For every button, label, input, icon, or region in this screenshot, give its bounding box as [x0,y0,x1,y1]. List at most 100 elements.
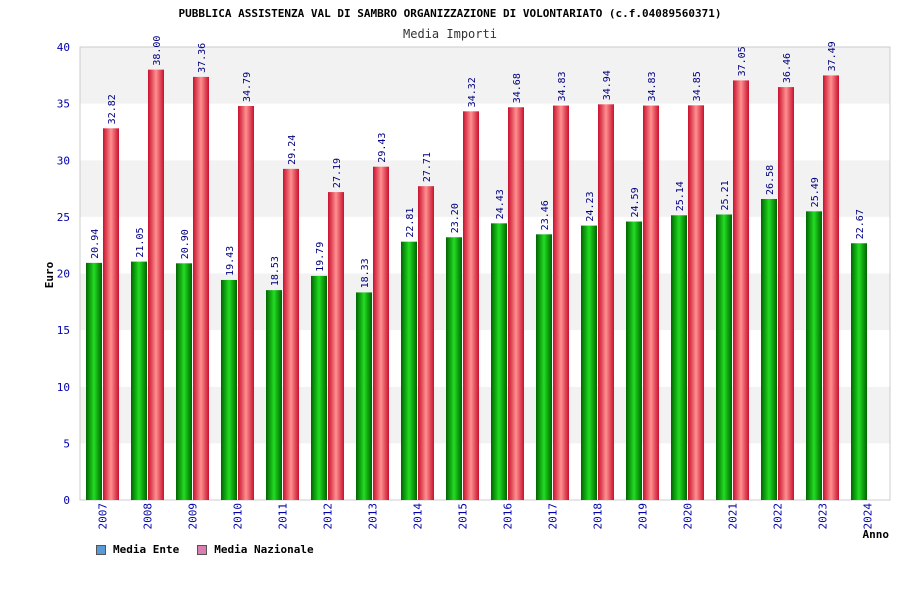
bar-value-label: 20.94 [90,229,101,259]
bar-value-label: 34.32 [467,77,478,107]
bar-value-label: 37.05 [737,46,748,76]
bar-media-ente [536,234,552,501]
bar-value-label: 25.21 [720,180,731,210]
bar-value-label: 19.43 [225,246,236,276]
plot-band [80,216,890,274]
bar-media-nazionale [238,106,254,501]
x-tick-label: 2024 [862,503,875,530]
x-tick-label: 2015 [457,503,470,530]
bar-media-nazionale [778,87,794,500]
x-tick-label: 2007 [97,503,110,530]
plot-band [80,386,890,444]
bar-media-ente [761,198,777,500]
bar-media-nazionale [148,69,164,501]
bar-value-label: 34.79 [242,72,253,102]
bar-media-ente [221,279,237,500]
y-tick-label: 25 [57,211,70,224]
bar-value-label: 29.43 [377,133,388,163]
plot-band [80,273,890,331]
chart-subtitle: Media Importi [403,27,497,41]
legend-item-ente: Media Ente [96,543,179,556]
plot-band [80,160,890,217]
x-tick-label: 2008 [142,503,155,530]
x-tick-label: 2020 [682,503,695,530]
bar-value-label: 37.36 [197,43,208,73]
y-tick-label: 20 [57,268,70,281]
bar-media-ente [131,261,147,500]
bar-value-label: 21.05 [135,227,146,257]
x-tick-label: 2017 [547,503,560,530]
bar-value-label: 34.85 [692,71,703,101]
x-tick-label: 2019 [637,503,650,530]
x-tick-label: 2010 [232,503,245,530]
bar-media-ente [491,223,507,500]
y-axis-label: Euro [43,261,56,288]
x-tick-label: 2023 [817,503,830,530]
bar-value-label: 29.24 [287,135,298,165]
x-tick-label: 2011 [277,503,290,530]
bar-value-label: 22.81 [405,208,416,238]
bar-value-label: 18.33 [360,258,371,288]
bar-media-ente [356,292,372,500]
bar-media-nazionale [643,105,659,501]
bar-value-label: 22.67 [855,209,866,239]
y-tick-label: 15 [57,324,70,337]
bar-media-ente [806,211,822,500]
bar-media-ente [401,241,417,500]
bar-media-nazionale [508,107,524,501]
bar-media-nazionale [733,80,749,500]
bar-media-nazionale [418,186,434,500]
bar-value-label: 34.94 [602,70,613,100]
value-labels: 20.94 32.82 21.05 38.00 20.90 37.36 19.43 34.79… [90,36,866,289]
x-axis-label: Anno [863,528,890,541]
x-tick-label: 2014 [412,503,425,530]
bar-value-label: 27.19 [332,158,343,188]
bar-media-nazionale [103,128,119,500]
y-tick-label: 5 [63,437,70,450]
bar-value-label: 34.83 [557,71,568,101]
bar-value-label: 36.46 [782,53,793,83]
chart-title: PUBBLICA ASSISTENZA VAL DI SAMBRO ORGANI… [178,7,721,20]
bar-value-label: 25.49 [810,177,821,207]
bar-value-label: 32.82 [107,94,118,124]
bar-value-label: 34.83 [647,71,658,101]
bar-media-ente [446,237,462,500]
y-tick-label: 10 [57,381,70,394]
plot-band [80,330,890,387]
bar-value-label: 27.71 [422,152,433,182]
bar-media-ente [851,243,867,500]
x-tick-label: 2013 [367,503,380,530]
y-tick-label: 35 [57,98,70,111]
bar-value-label: 24.43 [495,189,506,219]
x-tick-label: 2021 [727,503,740,530]
plot-frame [79,46,891,501]
plot-band [80,47,890,104]
bar-media-nazionale [463,111,479,501]
bar-media-nazionale [688,105,704,500]
legend-swatch-ente [96,544,106,555]
bar-media-ente [86,262,102,500]
bar-series [86,69,867,501]
y-tick-label: 0 [63,494,70,507]
legend-label-nazionale: Media Nazionale [214,543,314,556]
x-tick-label: 2016 [502,503,515,530]
bar-media-ente [716,214,732,500]
bar-value-label: 19.79 [315,242,326,272]
bar-value-label: 38.00 [152,36,163,66]
x-tick-label: 2012 [322,503,335,530]
bar-value-label: 37.49 [827,41,838,71]
plot-background [79,46,891,501]
bar-value-label: 24.59 [630,187,641,217]
bar-media-nazionale [373,166,389,500]
bar-media-nazionale [283,168,299,500]
bar-media-ente [266,290,282,500]
bar-media-nazionale [193,76,209,500]
y-tick-label: 30 [57,154,70,167]
bar-value-label: 24.23 [585,191,596,221]
bar-media-ente [581,225,597,500]
bar-value-label: 23.46 [540,200,551,230]
bar-value-label: 34.68 [512,73,523,103]
bar-media-nazionale [598,104,614,500]
bar-media-nazionale [553,105,569,501]
